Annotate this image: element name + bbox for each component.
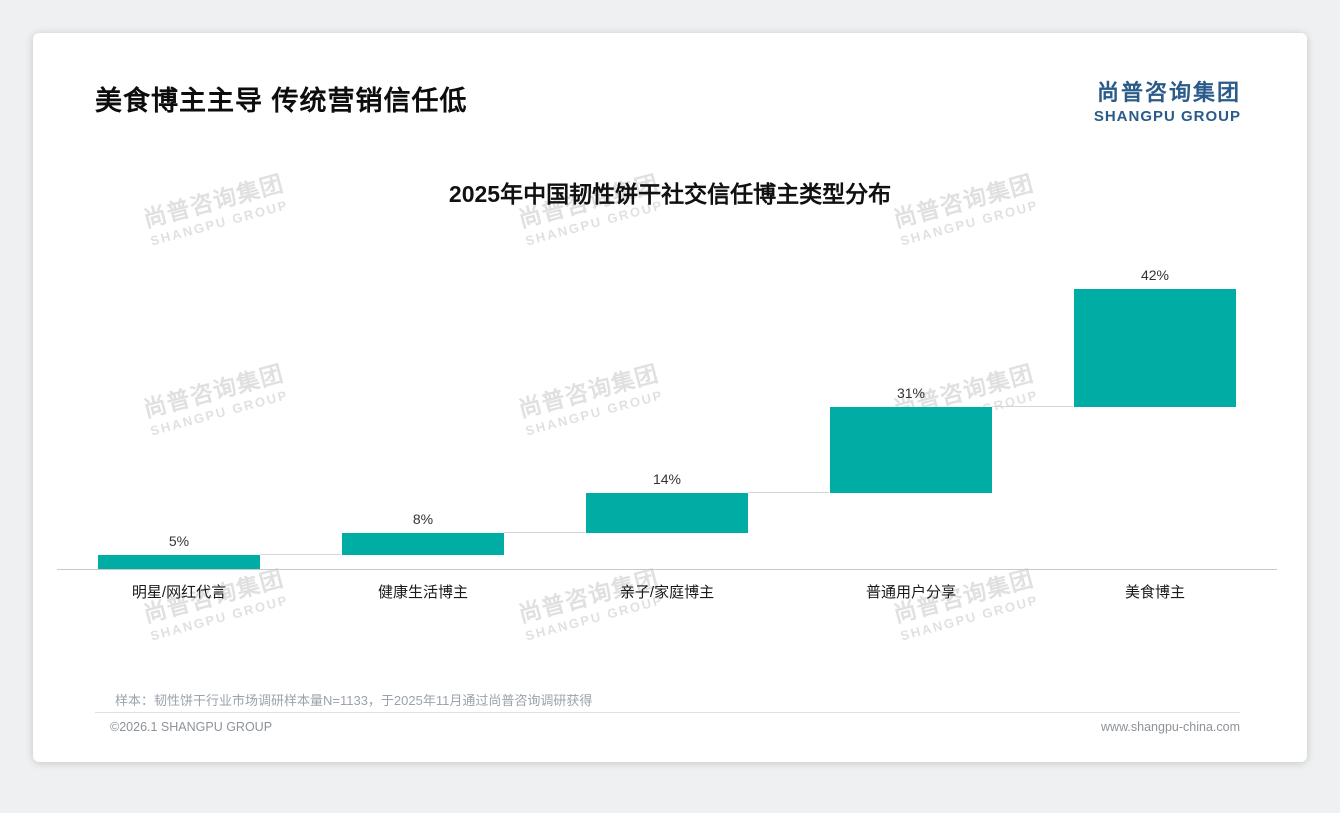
bar-value-label: 14% bbox=[652, 471, 682, 488]
category-axis: 明星/网红代言 健康生活博主 亲子/家庭博主 普通用户分享 美食博主 bbox=[57, 581, 1277, 602]
footer-divider bbox=[95, 712, 1240, 713]
category-label: 健康生活博主 bbox=[377, 584, 468, 601]
category-label: 美食博主 bbox=[1124, 584, 1185, 601]
category-label: 亲子/家庭博主 bbox=[619, 584, 715, 601]
bar-value-label: 5% bbox=[168, 533, 190, 549]
copyright-text: ©2026.1 SHANGPU GROUP bbox=[110, 720, 273, 734]
company-logo: 尚普咨询集团 SHANGPU GROUP bbox=[1094, 75, 1241, 125]
waterfall-connector bbox=[504, 531, 586, 533]
waterfall-connector bbox=[992, 405, 1074, 407]
chart-bar-2 bbox=[341, 532, 505, 555]
chart-plot: 5% 8% 14% 31% 42% bbox=[57, 267, 1277, 570]
chart-bar-5 bbox=[1073, 289, 1237, 407]
waterfall-connector bbox=[260, 554, 342, 555]
logo-text-en: SHANGPU GROUP bbox=[1093, 108, 1241, 125]
chart-bar-3 bbox=[585, 493, 749, 533]
website-text: www.shangpu-china.com bbox=[1101, 720, 1240, 734]
chart-bar-4 bbox=[829, 406, 993, 494]
chart-title: 2025年中国韧性饼干社交信任博主类型分布 bbox=[448, 181, 892, 207]
bar-value-label: 8% bbox=[412, 510, 434, 527]
sample-note: 样本：韧性饼干行业市场调研样本量N=1133，于2025年11月通过尚普咨询调研… bbox=[115, 693, 593, 708]
bar-value-label: 31% bbox=[896, 384, 926, 401]
slide-card: 尚普咨询集团 SHANGPU GROUP 尚普咨询集团 SHANGPU GROUP 尚普… bbox=[33, 33, 1307, 762]
waterfall-connector bbox=[748, 492, 830, 494]
category-label: 明星/网红代言 bbox=[131, 584, 227, 601]
logo-text-cn: 尚普咨询集团 bbox=[1096, 80, 1241, 105]
page-title: 美食博主主导 传统营销信任低 bbox=[95, 86, 468, 116]
chart-bar-1 bbox=[97, 555, 261, 569]
category-label: 普通用户分享 bbox=[865, 584, 956, 601]
bar-value-label: 42% bbox=[1140, 267, 1170, 283]
